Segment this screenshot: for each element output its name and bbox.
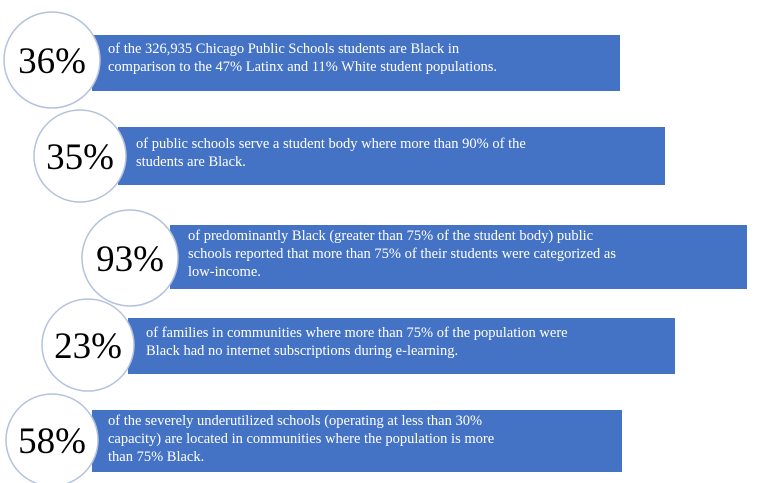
stat-value: 23% xyxy=(54,326,122,367)
stat-bar xyxy=(170,225,747,289)
stat-description: comparison to the 47% Latinx and 11% Whi… xyxy=(108,59,497,75)
stat-description: schools reported that more than 75% of t… xyxy=(188,246,616,262)
stat-value: 93% xyxy=(96,239,164,280)
stat-value: 58% xyxy=(18,421,86,462)
stat-description: of families in communities where more th… xyxy=(146,325,568,341)
stat-description: of predominantly Black (greater than 75%… xyxy=(188,228,593,244)
stat-value: 35% xyxy=(46,137,114,178)
stat-value: 36% xyxy=(18,41,86,82)
stat-description: of public schools serve a student body w… xyxy=(136,136,526,152)
stat-bar xyxy=(92,410,622,472)
stat-description: Black had no internet subscriptions duri… xyxy=(146,343,458,359)
stat-bar xyxy=(128,318,675,374)
stat-description: students are Black. xyxy=(136,154,246,170)
stat-circle xyxy=(41,298,135,392)
stat-circle xyxy=(33,109,127,203)
stat-description: of the severely underutilized schools (o… xyxy=(108,413,482,429)
stat-description: capacity) are located in communities whe… xyxy=(108,431,494,447)
stat-description: than 75% Black. xyxy=(108,449,204,465)
stat-description: low-income. xyxy=(188,264,261,280)
stat-bar xyxy=(92,35,620,91)
stat-circle xyxy=(3,11,101,109)
stat-description: of the 326,935 Chicago Public Schools st… xyxy=(108,41,460,57)
stat-circle xyxy=(81,209,179,307)
stat-bar xyxy=(118,127,665,185)
stat-circle xyxy=(5,393,99,483)
